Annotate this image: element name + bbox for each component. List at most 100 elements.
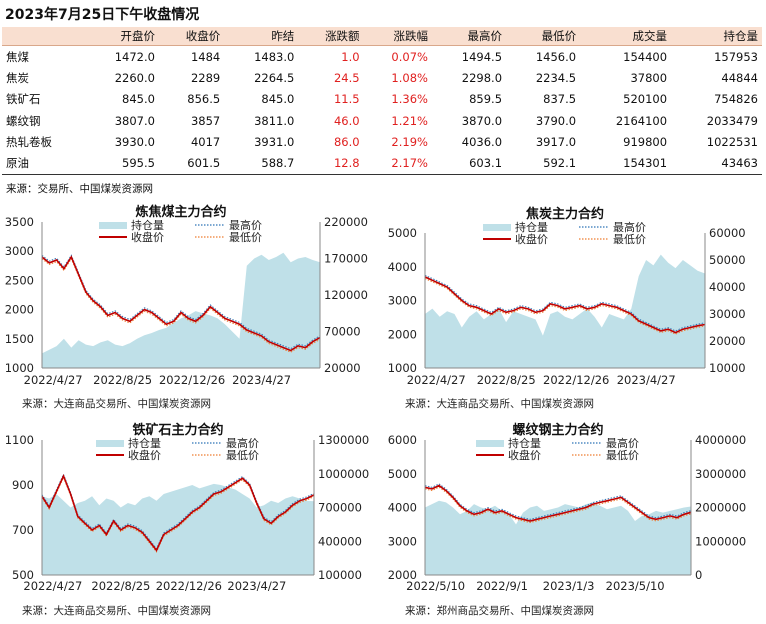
table-cell: 1.0 [341, 49, 360, 64]
table-cell: 1456.0 [535, 49, 577, 64]
close-price-line [424, 484, 692, 522]
legend-label: 收盘价 [515, 232, 548, 246]
low-price-line [424, 486, 692, 524]
table-cell: 1483.0 [254, 49, 295, 64]
x-tick-label: 2022/4/27 [407, 373, 466, 387]
right-tick-label: 4000000 [695, 433, 746, 447]
x-tick-label: 2022/12/26 [543, 373, 609, 387]
right-tick-label: 1000000 [695, 534, 746, 548]
right-tick-label: 60000 [709, 226, 746, 240]
iron-ore-chart: 500 700 900 1100 100000 400000 700000 1000000 13… [5, 422, 370, 617]
table-cell: 12.8 [298, 152, 364, 175]
legend-swatch-open-interest [476, 440, 504, 447]
table-cell: 1484 [190, 49, 221, 64]
left-tick-label: 6000 [388, 433, 417, 447]
open-interest-area [425, 500, 691, 575]
chart-title: 铁矿石主力合约 [131, 422, 223, 438]
header-cell-low: 最低价 [506, 27, 581, 46]
left-tick-label: 4000 [388, 260, 417, 274]
table-cell: 86.0 [333, 134, 360, 149]
header-cell-open-interest: 持仓量 [671, 27, 762, 46]
table-cell: 3930.0 [114, 134, 155, 149]
chart-title: 炼焦煤主力合约 [135, 204, 226, 220]
open-interest-area [42, 483, 314, 575]
close-price-line [424, 276, 706, 334]
right-tick-label: 1000000 [318, 467, 369, 481]
legend-label: 最低价 [606, 449, 639, 462]
x-tick-label: 2022/12/26 [159, 373, 225, 387]
legend-label: 最高价 [229, 218, 262, 232]
table-cell: 2.19% [391, 134, 428, 149]
table-cell: 3857 [190, 113, 221, 128]
table-cell: 3807.0 [114, 113, 155, 128]
x-tick-label: 2022/8/25 [91, 579, 150, 593]
close-price-line [41, 473, 315, 552]
left-tick-label: 5000 [388, 467, 417, 481]
legend-label: 持仓量 [515, 220, 548, 234]
table-cell: 1.08% [391, 70, 428, 85]
table-cell: 2.17% [363, 152, 432, 175]
x-tick-label: 2023/4/27 [227, 579, 286, 593]
coking-coal-chart: 1000 1500 2000 2500 3000 3500 20000 70000 120000… [5, 204, 368, 410]
right-tick-label: 3000000 [695, 467, 746, 481]
table-row: 螺纹钢 3807.0 3857 3811.0 46.0 1.21% 3870.0… [2, 110, 762, 131]
table-cell: 754826 [714, 92, 758, 107]
report-title: 2023年7月25日下午收盘情况 [5, 7, 200, 23]
table-cell: 1.36% [391, 92, 428, 107]
table-cell: 46.0 [333, 113, 360, 128]
table-cell: 2289 [190, 70, 221, 85]
right-tick-label: 40000 [709, 280, 746, 294]
table-cell: 154301 [580, 152, 672, 175]
legend-label: 最低价 [226, 449, 259, 462]
left-tick-label: 1500 [5, 332, 34, 346]
table-cell: 154400 [623, 49, 668, 64]
chart-source-note: 来源：郑州商品交易所、中国煤炭资源网 [405, 604, 594, 617]
x-tick-label: 2022/5/10 [406, 579, 465, 593]
legend-label: 最高价 [606, 436, 639, 450]
right-tick-label: 70000 [324, 325, 361, 339]
table-cell: 2298.0 [461, 70, 503, 85]
legend-label: 最低价 [613, 233, 646, 246]
table-cell: 焦炭 [6, 70, 29, 85]
right-tick-label: 10000 [709, 361, 746, 375]
left-tick-label: 5000 [388, 226, 417, 240]
header-cell-volume: 成交量 [580, 27, 672, 46]
legend-label: 收盘价 [508, 448, 541, 462]
left-tick-label: 2000 [388, 568, 417, 582]
x-tick-label: 2022/4/27 [24, 373, 83, 387]
table-row: 焦炭 2260.0 2289 2264.5 24.5 1.08% 2298.0 … [2, 67, 762, 88]
right-tick-label: 2000000 [695, 501, 746, 515]
table-cell: 845.0 [261, 92, 295, 107]
header-cell-change: 涨跌额 [298, 27, 364, 46]
left-tick-label: 1100 [5, 433, 34, 447]
table-cell: 157953 [714, 49, 758, 64]
header-cell-open: 开盘价 [84, 27, 159, 46]
left-tick-label: 2500 [5, 273, 34, 287]
open-interest-area [425, 254, 705, 368]
right-tick-label: 1300000 [318, 433, 369, 447]
table-cell: 2264.5 [254, 70, 295, 85]
quotes-header-row: 开盘价 收盘价 昨结 涨跌额 涨跌幅 最高价 最低价 成交量 持仓量 [2, 27, 762, 46]
x-tick-label: 2023/4/27 [617, 373, 676, 387]
right-tick-label: 100000 [318, 568, 362, 582]
table-cell: 845.0 [122, 92, 155, 107]
table-source-note: 来源：交易所、中国煤炭资源网 [6, 183, 153, 195]
right-tick-label: 20000 [709, 334, 746, 348]
table-cell: 837.5 [543, 92, 577, 107]
table-cell: 859.5 [469, 92, 503, 107]
x-tick-label: 2022/4/27 [23, 579, 82, 593]
table-cell: 11.5 [333, 92, 360, 107]
open-interest-area [42, 252, 320, 368]
table-row: 焦煤 1472.0 1484 1483.0 1.0 0.07% 1494.5 1… [2, 46, 762, 68]
table-cell: 3811.0 [254, 113, 295, 128]
table-cell: 4036.0 [461, 134, 503, 149]
legend-label: 收盘价 [131, 230, 164, 244]
table-cell: 520100 [623, 92, 668, 107]
table-cell: 1.21% [391, 113, 428, 128]
chart-source-note: 来源：大连商品交易所、中国煤炭资源网 [22, 604, 211, 617]
table-cell: 1022531 [706, 134, 758, 149]
header-cell-name [2, 27, 85, 46]
table-cell: 1472.0 [114, 49, 155, 64]
chart-title: 焦炭主力合约 [525, 206, 604, 222]
right-tick-label: 170000 [324, 252, 368, 266]
